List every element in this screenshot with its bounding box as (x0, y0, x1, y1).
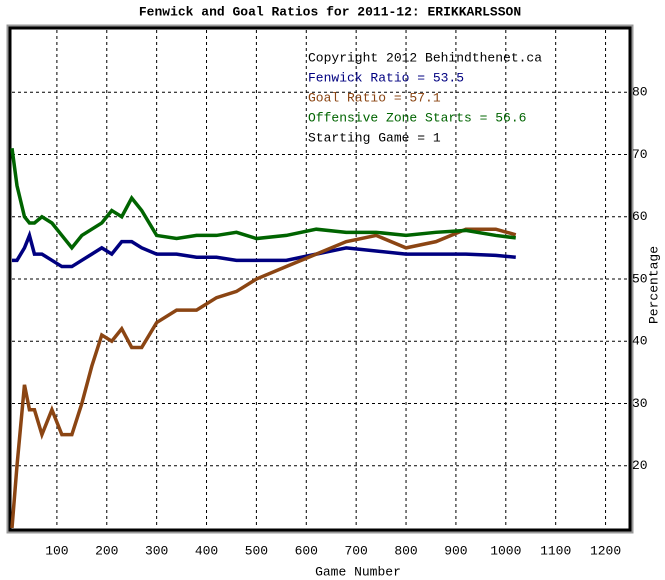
y-tick-label: 70 (632, 147, 648, 162)
x-tick-label: 1100 (540, 543, 571, 558)
annotation: Fenwick Ratio = 53.5 (308, 70, 464, 85)
y-tick-label: 80 (632, 85, 648, 100)
x-tick-label: 200 (95, 543, 118, 558)
x-tick-label: 800 (394, 543, 417, 558)
chart-title: Fenwick and Goal Ratios for 2011-12: ERI… (139, 4, 521, 19)
x-tick-label: 700 (344, 543, 367, 558)
x-tick-label: 300 (145, 543, 168, 558)
y-tick-label: 60 (632, 209, 648, 224)
y-tick-label: 50 (632, 271, 648, 286)
x-tick-label: 1200 (590, 543, 621, 558)
annotation: Copyright 2012 Behindthenet.ca (308, 50, 542, 65)
y-tick-label: 40 (632, 334, 648, 349)
y-axis-label: Percentage (646, 246, 661, 324)
y-tick-label: 20 (632, 458, 648, 473)
x-tick-label: 900 (444, 543, 467, 558)
data-line (10, 148, 516, 251)
x-tick-label: 600 (295, 543, 318, 558)
x-tick-label: 400 (195, 543, 218, 558)
plot-shadow (6, 24, 634, 534)
annotation: Starting Game = 1 (308, 130, 441, 145)
y-tick-label: 30 (632, 396, 648, 411)
x-tick-label: 1000 (490, 543, 521, 558)
annotation: Goal Ratio = 57.1 (308, 90, 441, 105)
x-tick-label: 100 (45, 543, 68, 558)
x-axis-label: Game Number (315, 564, 401, 579)
data-line (12, 229, 516, 269)
data-line (10, 227, 517, 529)
annotation: Offensive Zone Starts = 56.6 (308, 110, 526, 125)
plot-frame (8, 26, 632, 532)
x-tick-label: 500 (245, 543, 268, 558)
